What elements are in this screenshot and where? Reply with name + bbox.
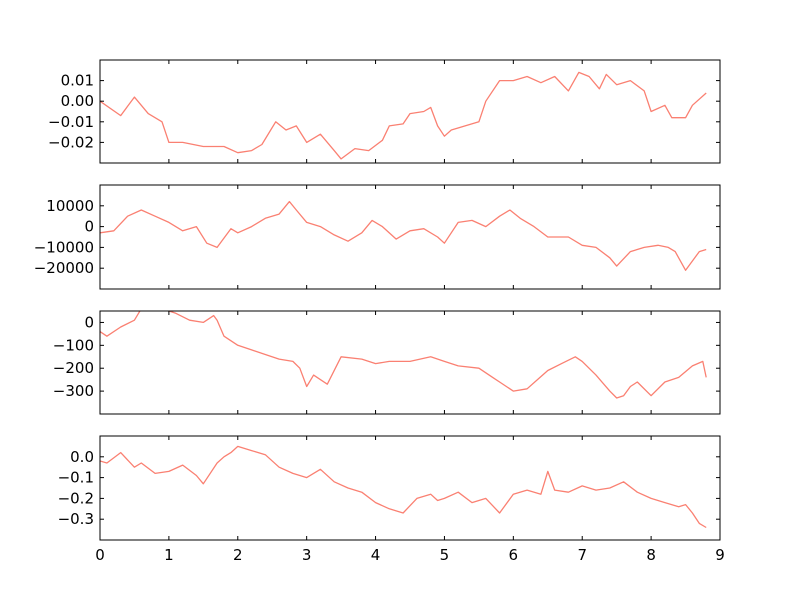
x-tick-label: 5 (440, 546, 450, 564)
x-tick-label: 1 (164, 546, 174, 564)
x-tick-label: 3 (302, 546, 312, 564)
subplot-1: −0.02 −0.01 0.00 0.01 (48, 59, 721, 164)
x-tick-label: 0 (95, 546, 105, 564)
y-tick-label: 0.00 (61, 92, 94, 110)
y-tick-label: −300 (53, 382, 94, 400)
subplot-4: −0.3 −0.2 −0.1 0.0 0 1 2 3 4 5 6 7 8 9 (58, 435, 725, 564)
y-tick-label: −100 (53, 336, 94, 354)
series-line (100, 445, 707, 529)
axes-frame (99, 435, 721, 541)
y-tick-label: 0.01 (61, 72, 94, 90)
y-tick-label: −200 (53, 359, 94, 377)
series-line (100, 311, 707, 399)
y-tick-label: −0.01 (48, 113, 94, 131)
y-tick-label: −0.2 (58, 489, 94, 507)
subplot-3: −300 −200 −100 0 (53, 310, 721, 415)
subplot-stack: −0.02−0.010.000.01−20000−10000010000−300… (34, 59, 725, 564)
y-tick-label: −0.3 (58, 510, 94, 528)
x-tick-label: 6 (509, 546, 519, 564)
x-tick-label: 2 (233, 546, 243, 564)
axes-frame (99, 184, 721, 290)
y-tick-label: 0 (84, 218, 94, 236)
y-tick-label: −10000 (34, 238, 94, 256)
y-tick-label: 10000 (46, 197, 94, 215)
axes-frame (99, 59, 721, 164)
y-tick-label: −0.1 (58, 469, 94, 487)
y-tick-label: 0.0 (70, 448, 94, 466)
axes-frame (99, 310, 721, 415)
series-line (100, 71, 707, 160)
y-tick-label: −0.02 (48, 133, 94, 151)
subplot-2: −20000 −10000 0 10000 (34, 184, 721, 290)
x-tick-label: 9 (715, 546, 725, 564)
y-tick-label: 0 (84, 313, 94, 331)
x-tick-label: 7 (577, 546, 587, 564)
series-line (100, 200, 707, 271)
x-tick-label: 8 (646, 546, 656, 564)
x-tick-label: 4 (371, 546, 381, 564)
y-tick-label: −20000 (34, 259, 94, 277)
